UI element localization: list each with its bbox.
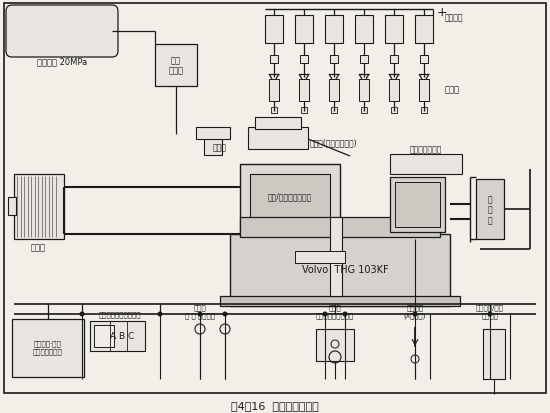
Text: Volvo  THG 103KF: Volvo THG 103KF bbox=[302, 264, 388, 274]
Bar bbox=[90, 321, 145, 351]
Circle shape bbox=[343, 313, 347, 316]
Bar bbox=[355, 16, 373, 44]
Bar bbox=[12, 319, 84, 377]
Text: 氧传感器
(λ传感器): 氧传感器 (λ传感器) bbox=[404, 304, 426, 318]
Bar bbox=[300, 56, 308, 64]
Text: 压力
调节器: 压力 调节器 bbox=[168, 56, 184, 76]
Circle shape bbox=[158, 313, 162, 316]
Bar bbox=[330, 218, 342, 296]
Bar bbox=[385, 16, 403, 44]
Text: 燃料气瓶 20MPa: 燃料气瓶 20MPa bbox=[37, 57, 87, 66]
Bar bbox=[390, 178, 445, 233]
Bar bbox=[295, 16, 313, 44]
Bar bbox=[390, 56, 398, 64]
Text: 增压器(包括废气旁通): 增压器(包括废气旁通) bbox=[310, 138, 358, 147]
Circle shape bbox=[413, 313, 417, 316]
Text: 空滤器: 空滤器 bbox=[30, 243, 46, 252]
Bar bbox=[14, 175, 64, 240]
Bar bbox=[420, 56, 428, 64]
Text: 燃气/空气混合器单元: 燃气/空气混合器单元 bbox=[268, 192, 312, 201]
Circle shape bbox=[488, 313, 492, 316]
Circle shape bbox=[223, 313, 227, 316]
Text: 火花塞: 火花塞 bbox=[445, 85, 460, 94]
FancyBboxPatch shape bbox=[6, 6, 118, 58]
Bar bbox=[395, 183, 440, 228]
Bar bbox=[415, 16, 433, 44]
Bar bbox=[389, 80, 399, 102]
Text: 曲轴速度/位置
敏感元件: 曲轴速度/位置 敏感元件 bbox=[476, 304, 504, 318]
Text: +: + bbox=[437, 7, 448, 19]
Bar bbox=[269, 80, 279, 102]
Bar bbox=[271, 108, 277, 114]
Bar bbox=[295, 252, 345, 263]
Text: A B C: A B C bbox=[110, 332, 134, 341]
Text: 凸轮轴
位置传感器辅助电压: 凸轮轴 位置传感器辅助电压 bbox=[316, 304, 354, 318]
Bar bbox=[419, 80, 429, 102]
Bar bbox=[390, 154, 462, 175]
Bar bbox=[330, 56, 338, 64]
Bar bbox=[155, 45, 197, 87]
Bar bbox=[255, 118, 301, 130]
Bar bbox=[325, 16, 343, 44]
Text: 节流电位计压力传感器: 节流电位计压力传感器 bbox=[99, 311, 141, 318]
Bar bbox=[483, 329, 505, 379]
Circle shape bbox=[198, 313, 202, 316]
Bar bbox=[248, 128, 308, 150]
Bar bbox=[196, 128, 230, 140]
Bar bbox=[391, 108, 397, 114]
Bar bbox=[265, 16, 283, 44]
Bar bbox=[421, 108, 427, 114]
Bar bbox=[204, 136, 222, 156]
Text: 喷射器: 喷射器 bbox=[213, 143, 227, 152]
Bar bbox=[94, 325, 114, 347]
Text: 消
声
器: 消 声 器 bbox=[488, 195, 492, 224]
Bar bbox=[270, 56, 278, 64]
Bar bbox=[331, 108, 337, 114]
Bar bbox=[359, 80, 369, 102]
Text: 发动机
温 度 空气温度: 发动机 温 度 空气温度 bbox=[185, 304, 215, 318]
Circle shape bbox=[323, 313, 327, 316]
Circle shape bbox=[80, 313, 84, 316]
Bar bbox=[360, 56, 368, 64]
Bar bbox=[329, 80, 339, 102]
Bar bbox=[250, 175, 330, 233]
Bar bbox=[316, 329, 354, 361]
Bar bbox=[220, 296, 460, 306]
Text: 三元催化转换器: 三元催化转换器 bbox=[410, 145, 442, 154]
Bar bbox=[240, 165, 340, 242]
Text: 点火线圈: 点火线圈 bbox=[445, 14, 464, 22]
Bar bbox=[299, 80, 309, 102]
Bar bbox=[361, 108, 367, 114]
Text: 微处理器·基本
发动机控制组件: 微处理器·基本 发动机控制组件 bbox=[33, 340, 63, 354]
Text: 图4－16  发动机管理系统: 图4－16 发动机管理系统 bbox=[231, 400, 319, 410]
Bar bbox=[230, 235, 450, 306]
Bar bbox=[240, 218, 440, 237]
Bar bbox=[476, 180, 504, 240]
Bar bbox=[8, 197, 16, 216]
Bar bbox=[301, 108, 307, 114]
